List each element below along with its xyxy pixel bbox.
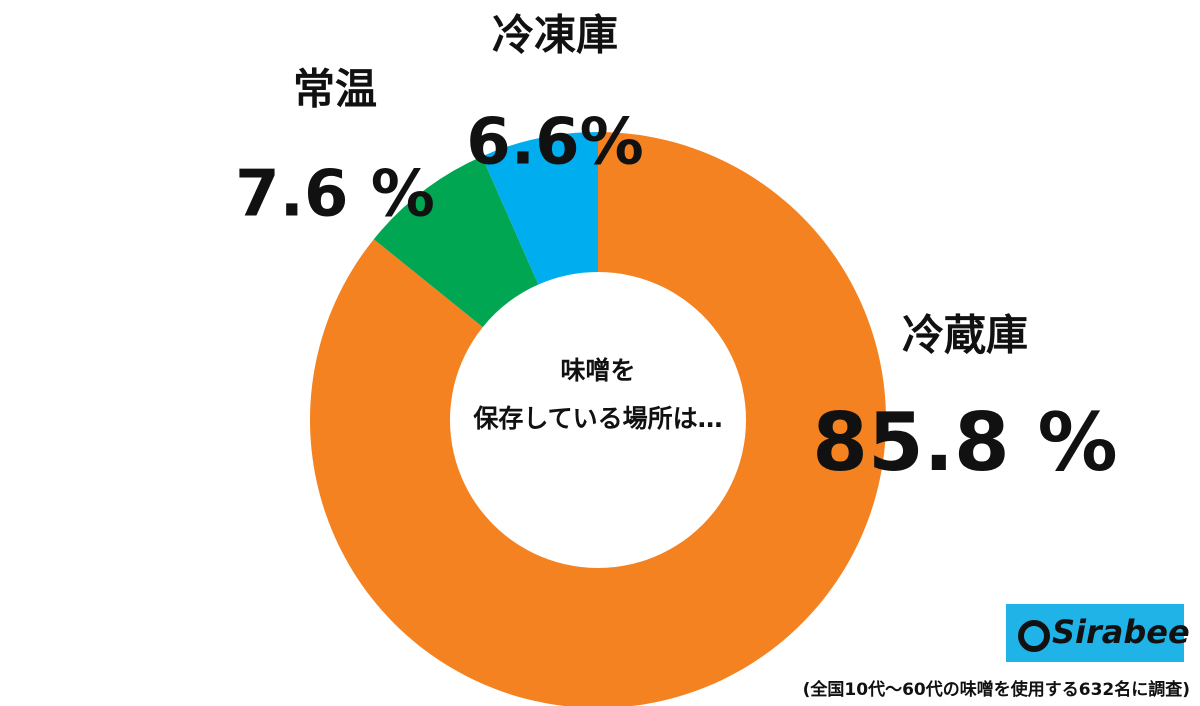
donut-slice (310, 132, 886, 706)
logo: Sirabee (1052, 613, 1190, 651)
logo-box (1006, 604, 1184, 662)
donut (310, 132, 886, 706)
center-text: 保存している場所は… (472, 404, 722, 433)
value-label: 6.6% (466, 106, 644, 180)
category-label: 常温 (293, 65, 377, 114)
category-label: 冷蔵庫 (902, 311, 1028, 360)
category-label: 冷凍庫 (492, 11, 618, 60)
value-label: 7.6 % (235, 158, 435, 232)
donut-slice (373, 156, 539, 328)
logo-icon (1018, 620, 1050, 652)
note: (全国10代〜60代の味噌を使用する632名に調査) (803, 679, 1190, 700)
value-label: 85.8 % (812, 396, 1117, 489)
center-text: 味噌を (560, 356, 635, 385)
donut-slice (481, 132, 598, 285)
